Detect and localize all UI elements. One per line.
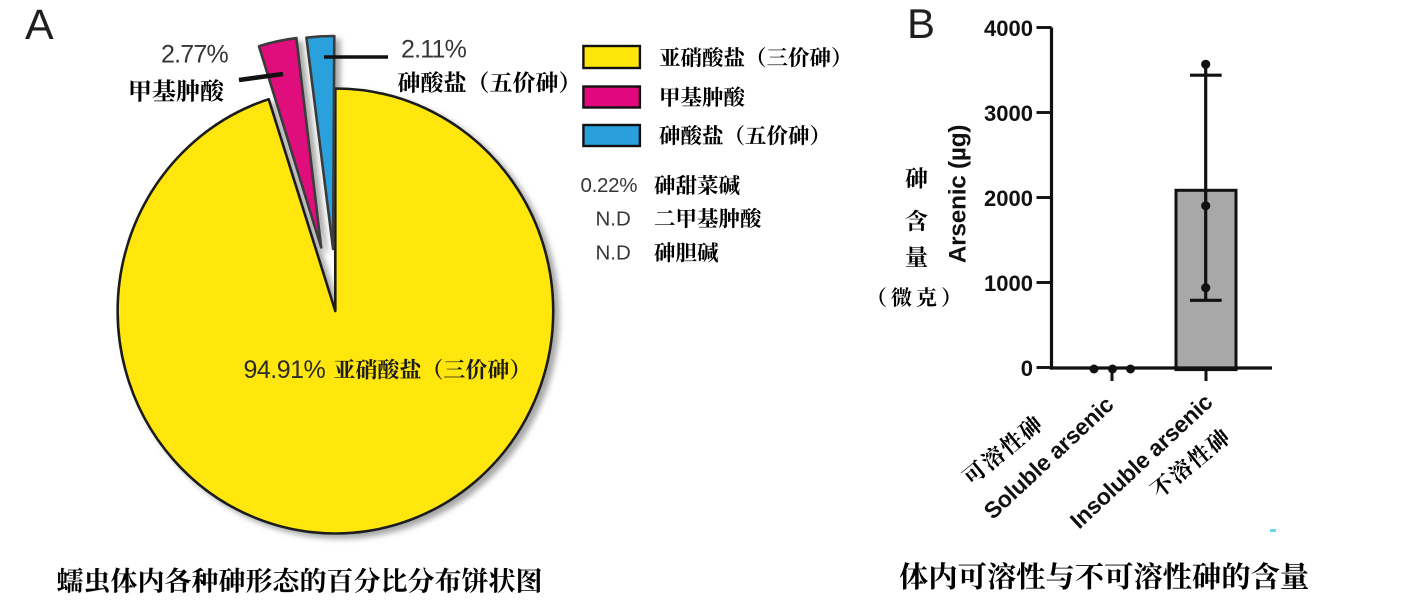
svg-text:2.77%: 2.77% — [161, 41, 228, 69]
svg-text:A: A — [25, 1, 54, 49]
svg-text:0: 0 — [1021, 356, 1033, 381]
svg-text:N.D: N.D — [596, 242, 631, 265]
svg-text:0.22%: 0.22% — [581, 174, 638, 197]
svg-text:1000: 1000 — [984, 271, 1033, 296]
svg-text:2000: 2000 — [984, 186, 1033, 211]
svg-text:N.D: N.D — [596, 208, 631, 231]
svg-text:94.91%: 94.91% — [244, 356, 326, 384]
svg-text:B: B — [907, 0, 935, 47]
svg-text:2.11%: 2.11% — [401, 36, 467, 64]
svg-text:4000: 4000 — [984, 16, 1033, 41]
svg-text:Arsenic (µg): Arsenic (µg) — [945, 125, 972, 263]
svg-text:3000: 3000 — [984, 101, 1033, 126]
